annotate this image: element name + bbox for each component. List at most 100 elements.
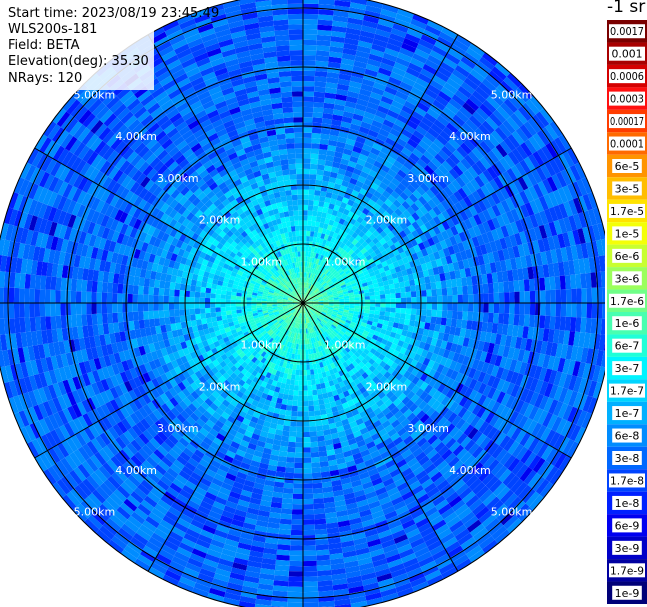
backscatter-cell <box>189 170 200 181</box>
backscatter-cell <box>319 315 324 320</box>
backscatter-cell <box>127 293 133 303</box>
backscatter-cell <box>317 253 322 260</box>
backscatter-cell <box>266 271 273 278</box>
backscatter-cell <box>170 344 178 353</box>
backscatter-cell <box>457 187 468 199</box>
backscatter-cell <box>199 477 212 487</box>
backscatter-cell <box>290 337 294 343</box>
backscatter-cell <box>400 292 407 298</box>
backscatter-cell <box>92 324 100 337</box>
backscatter-cell <box>359 263 366 270</box>
backscatter-cell <box>452 243 461 254</box>
backscatter-cell <box>427 434 439 445</box>
backscatter-cell <box>432 225 441 236</box>
backscatter-cell <box>247 313 254 318</box>
backscatter-cell <box>292 106 303 113</box>
backscatter-cell <box>482 312 489 323</box>
backscatter-cell <box>379 311 386 316</box>
backscatter-cell <box>394 253 403 262</box>
backscatter-cell <box>456 432 468 445</box>
backscatter-cell <box>347 160 357 169</box>
backscatter-cell <box>169 463 182 475</box>
backscatter-cell <box>227 334 235 341</box>
backscatter-cell <box>427 420 438 431</box>
backscatter-cell <box>176 182 187 193</box>
backscatter-cell <box>195 200 205 210</box>
backscatter-cell <box>393 454 405 464</box>
backscatter-cell <box>399 191 409 201</box>
backscatter-cell <box>247 360 255 368</box>
backscatter-cell <box>297 189 303 195</box>
backscatter-cell <box>285 221 291 228</box>
backscatter-cell <box>445 341 453 351</box>
backscatter-cell <box>150 350 159 361</box>
backscatter-cell <box>268 278 274 284</box>
backscatter-cell <box>367 411 377 420</box>
backscatter-cell <box>148 286 155 296</box>
backscatter-cell <box>153 434 165 446</box>
backscatter-cell <box>345 460 356 468</box>
backscatter-cell <box>344 298 350 301</box>
backscatter-cell <box>462 240 470 251</box>
backscatter-cell <box>504 357 513 371</box>
backscatter-cell <box>213 340 221 348</box>
backscatter-cell <box>174 403 185 414</box>
backscatter-cell <box>279 311 285 315</box>
backscatter-cell <box>313 300 319 302</box>
backscatter-cell <box>415 378 425 388</box>
backscatter-cell <box>248 225 256 232</box>
backscatter-cell <box>384 114 397 124</box>
backscatter-cell <box>331 243 337 250</box>
backscatter-cell <box>225 202 234 211</box>
backscatter-cell <box>410 308 417 315</box>
backscatter-cell <box>372 376 380 384</box>
backscatter-cell <box>124 369 134 381</box>
backscatter-cell <box>274 288 281 293</box>
backscatter-cell <box>264 315 270 320</box>
backscatter-cell <box>422 357 431 367</box>
backscatter-cell <box>160 441 172 453</box>
backscatter-cell <box>186 367 195 377</box>
backscatter-cell <box>250 182 259 190</box>
backscatter-cell <box>233 368 241 376</box>
backscatter-cell <box>282 334 287 340</box>
backscatter-cell <box>305 272 308 278</box>
backscatter-cell <box>438 164 449 176</box>
backscatter-cell <box>290 257 295 264</box>
backscatter-cell <box>392 277 399 284</box>
backscatter-cell <box>359 427 369 436</box>
backscatter-cell <box>257 293 263 297</box>
backscatter-cell <box>290 326 294 332</box>
backscatter-cell <box>344 428 353 436</box>
backscatter-cell <box>258 335 265 341</box>
backscatter-cell <box>133 320 140 330</box>
backscatter-cell <box>453 233 463 244</box>
backscatter-cell <box>102 271 110 283</box>
backscatter-cell <box>376 463 388 473</box>
backscatter-cell <box>335 178 343 186</box>
backscatter-cell <box>190 319 197 327</box>
backscatter-cell <box>318 303 324 306</box>
backscatter-cell <box>303 235 307 242</box>
backscatter-cell <box>395 303 402 309</box>
backscatter-cell <box>421 290 427 297</box>
backscatter-cell <box>217 151 229 160</box>
backscatter-cell <box>347 249 355 256</box>
backscatter-cell <box>325 191 333 199</box>
backscatter-cell <box>288 307 294 311</box>
backscatter-cell <box>307 317 310 323</box>
backscatter-cell <box>311 143 320 149</box>
backscatter-cell <box>462 285 468 295</box>
backscatter-cell <box>234 476 246 485</box>
backscatter-cell <box>146 215 156 226</box>
backscatter-cell <box>307 380 312 386</box>
backscatter-cell <box>311 309 316 313</box>
backscatter-cell <box>265 437 275 445</box>
backscatter-cell <box>275 359 281 366</box>
backscatter-cell <box>218 367 227 376</box>
backscatter-cell <box>424 375 433 385</box>
backscatter-cell <box>119 382 129 395</box>
backscatter-cell <box>118 273 125 285</box>
backscatter-cell <box>303 504 314 510</box>
backscatter-cell <box>293 273 297 279</box>
